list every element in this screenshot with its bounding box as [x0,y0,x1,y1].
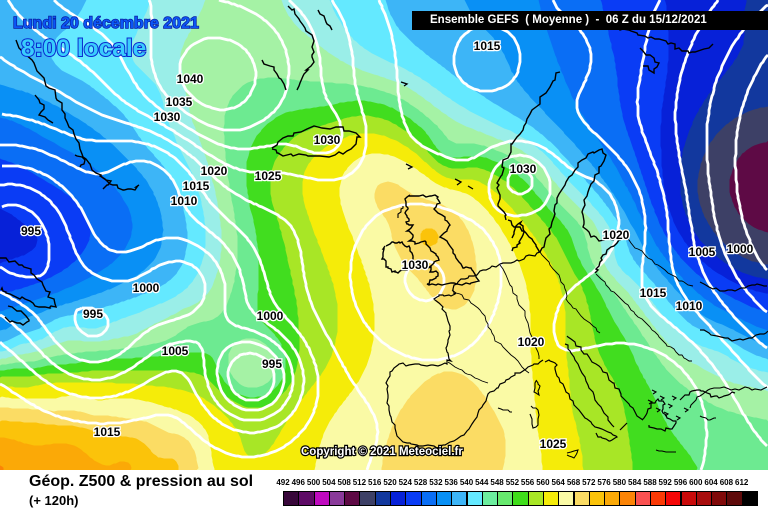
svg-text:1020: 1020 [201,164,228,178]
svg-text:1000: 1000 [727,242,754,256]
svg-text:995: 995 [83,307,103,321]
svg-text:1005: 1005 [162,344,189,358]
svg-text:995: 995 [21,224,41,238]
svg-text:1030: 1030 [510,162,537,176]
svg-text:1035: 1035 [166,95,193,109]
svg-text:Lundi 20 décembre 2021: Lundi 20 décembre 2021 [13,15,199,32]
svg-text:1020: 1020 [518,335,545,349]
svg-text:1000: 1000 [133,281,160,295]
svg-text:1015: 1015 [183,179,210,193]
svg-text:1040: 1040 [177,72,204,86]
svg-text:1005: 1005 [689,245,716,259]
svg-text:8:00 locale: 8:00 locale [21,35,146,62]
svg-text:1015: 1015 [640,286,667,300]
svg-text:1025: 1025 [255,169,282,183]
svg-text:1010: 1010 [676,299,703,313]
svg-text:1030: 1030 [402,258,429,272]
svg-text:1025: 1025 [540,437,567,451]
svg-text:1015: 1015 [474,39,501,53]
svg-text:1030: 1030 [154,110,181,124]
svg-text:995: 995 [262,357,282,371]
svg-text:1020: 1020 [603,228,630,242]
svg-text:Copyright © 2021 Meteociel.fr: Copyright © 2021 Meteociel.fr [301,446,463,458]
svg-text:1000: 1000 [257,309,284,323]
svg-text:1030: 1030 [314,133,341,147]
svg-text:1010: 1010 [171,194,198,208]
svg-text:1015: 1015 [94,425,121,439]
